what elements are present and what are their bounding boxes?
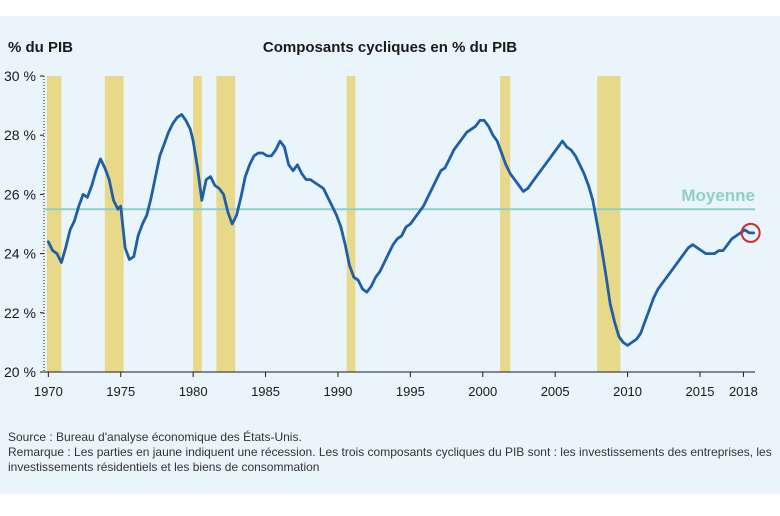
chart-panel: Composants cycliques en % du PIB % du PI… (0, 16, 780, 494)
y-tick-label-22: 22 % (4, 305, 36, 321)
chart-title: Composants cycliques en % du PIB (263, 39, 517, 56)
x-tick-label-1975: 1975 (106, 384, 135, 399)
average-line-group: Moyenne (44, 186, 755, 211)
x-tick-label-2015: 2015 (686, 384, 715, 399)
y-tick-label-24: 24 % (4, 246, 36, 262)
x-tick-label-2000: 2000 (468, 384, 497, 399)
y-tick-label-28: 28 % (4, 127, 36, 143)
y-axis-label: % du PIB (8, 39, 73, 56)
x-axis: 1970 1975 1980 1985 1990 1995 2000 2005 2010 2015… (34, 371, 758, 399)
series-group (46, 113, 761, 347)
x-tick-label-1970: 1970 (34, 384, 63, 399)
line-chart: Composants cycliques en % du PIB % du PI… (4, 39, 761, 399)
recession-bands (46, 76, 621, 372)
series-line (46, 113, 755, 347)
footnotes: Source : Bureau d'analyse économique des… (8, 430, 778, 475)
recession-band-5 (346, 76, 356, 372)
y-tick-label-26: 26 % (4, 186, 36, 202)
x-tick-label-1980: 1980 (179, 384, 208, 399)
x-tick-label-1995: 1995 (396, 384, 425, 399)
recession-band-3 (193, 76, 202, 372)
recession-band-7 (597, 76, 621, 372)
recession-band-6 (500, 76, 511, 372)
x-tick-label-2005: 2005 (541, 384, 570, 399)
recession-band-1 (46, 76, 62, 372)
y-tick-label-30: 30 % (4, 68, 36, 84)
x-tick-label-2010: 2010 (613, 384, 642, 399)
recession-band-2 (104, 76, 124, 372)
remark-note: Remarque : Les parties en jaune indiquen… (8, 445, 772, 474)
source-note: Source : Bureau d'analyse économique des… (8, 430, 302, 444)
latest-point-marker (740, 222, 761, 243)
y-tick-label-20: 20 % (4, 364, 36, 380)
average-label: Moyenne (681, 186, 755, 205)
x-tick-label-1990: 1990 (323, 384, 352, 399)
y-axis-ticks: 20 % 22 % 24 % 26 % 28 % 30 % (4, 68, 45, 380)
x-tick-label-2018: 2018 (729, 384, 758, 399)
recession-band-4 (216, 76, 236, 372)
x-tick-label-1985: 1985 (251, 384, 280, 399)
